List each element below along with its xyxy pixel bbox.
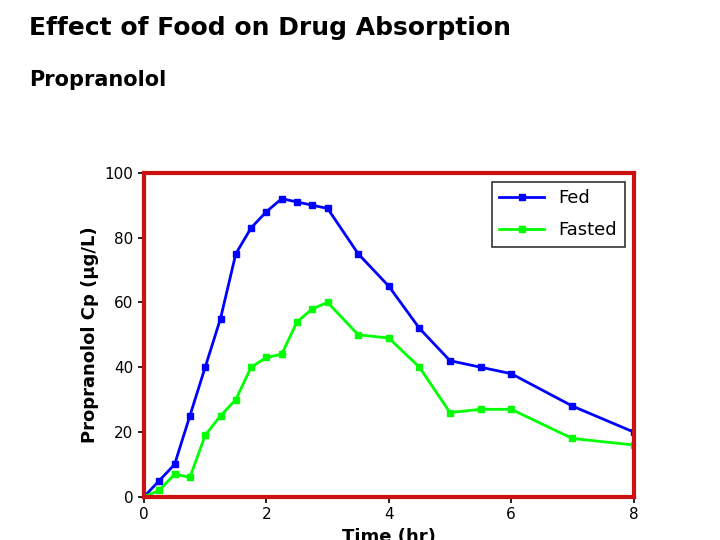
Fasted [293,319,302,325]
Fasted [232,396,240,403]
Fed [277,195,286,202]
Fasted [186,474,194,481]
Fed [308,202,317,208]
Fed [323,205,332,212]
Fasted [308,306,317,312]
Fed [568,403,577,409]
Fasted [446,409,454,416]
Fed [140,494,148,500]
Fasted [216,413,225,419]
Fed [477,364,485,370]
Fed [507,370,516,377]
Fed [262,208,271,215]
Fasted [262,354,271,361]
Legend: Fed, Fasted: Fed, Fasted [492,182,624,247]
Fed [384,283,393,289]
Fasted [629,442,638,448]
Text: Propranolol: Propranolol [29,70,166,90]
Fasted [277,351,286,357]
Fasted [477,406,485,413]
Fed [354,251,363,257]
Fasted [384,335,393,341]
Fed [155,477,163,484]
Fasted [354,332,363,338]
Y-axis label: Propranolol Cp (μg/L): Propranolol Cp (μg/L) [81,226,99,443]
Fed [446,357,454,364]
Fasted [507,406,516,413]
Line: Fasted: Fasted [141,300,636,500]
Fasted [155,487,163,494]
Fed [186,413,194,419]
Fed [629,429,638,435]
Fed [415,325,424,332]
Fed [216,315,225,322]
Fasted [201,432,210,438]
Fasted [568,435,577,442]
Text: Effect of Food on Drug Absorption: Effect of Food on Drug Absorption [29,16,510,40]
Fasted [171,471,179,477]
Fed [201,364,210,370]
Fed [247,225,256,231]
Fed [171,461,179,468]
Fasted [323,299,332,306]
Fasted [140,494,148,500]
Fed [232,251,240,257]
Line: Fed: Fed [141,196,636,500]
Fasted [247,364,256,370]
Fasted [415,364,424,370]
X-axis label: Time (hr): Time (hr) [342,528,436,540]
Fed [293,199,302,205]
